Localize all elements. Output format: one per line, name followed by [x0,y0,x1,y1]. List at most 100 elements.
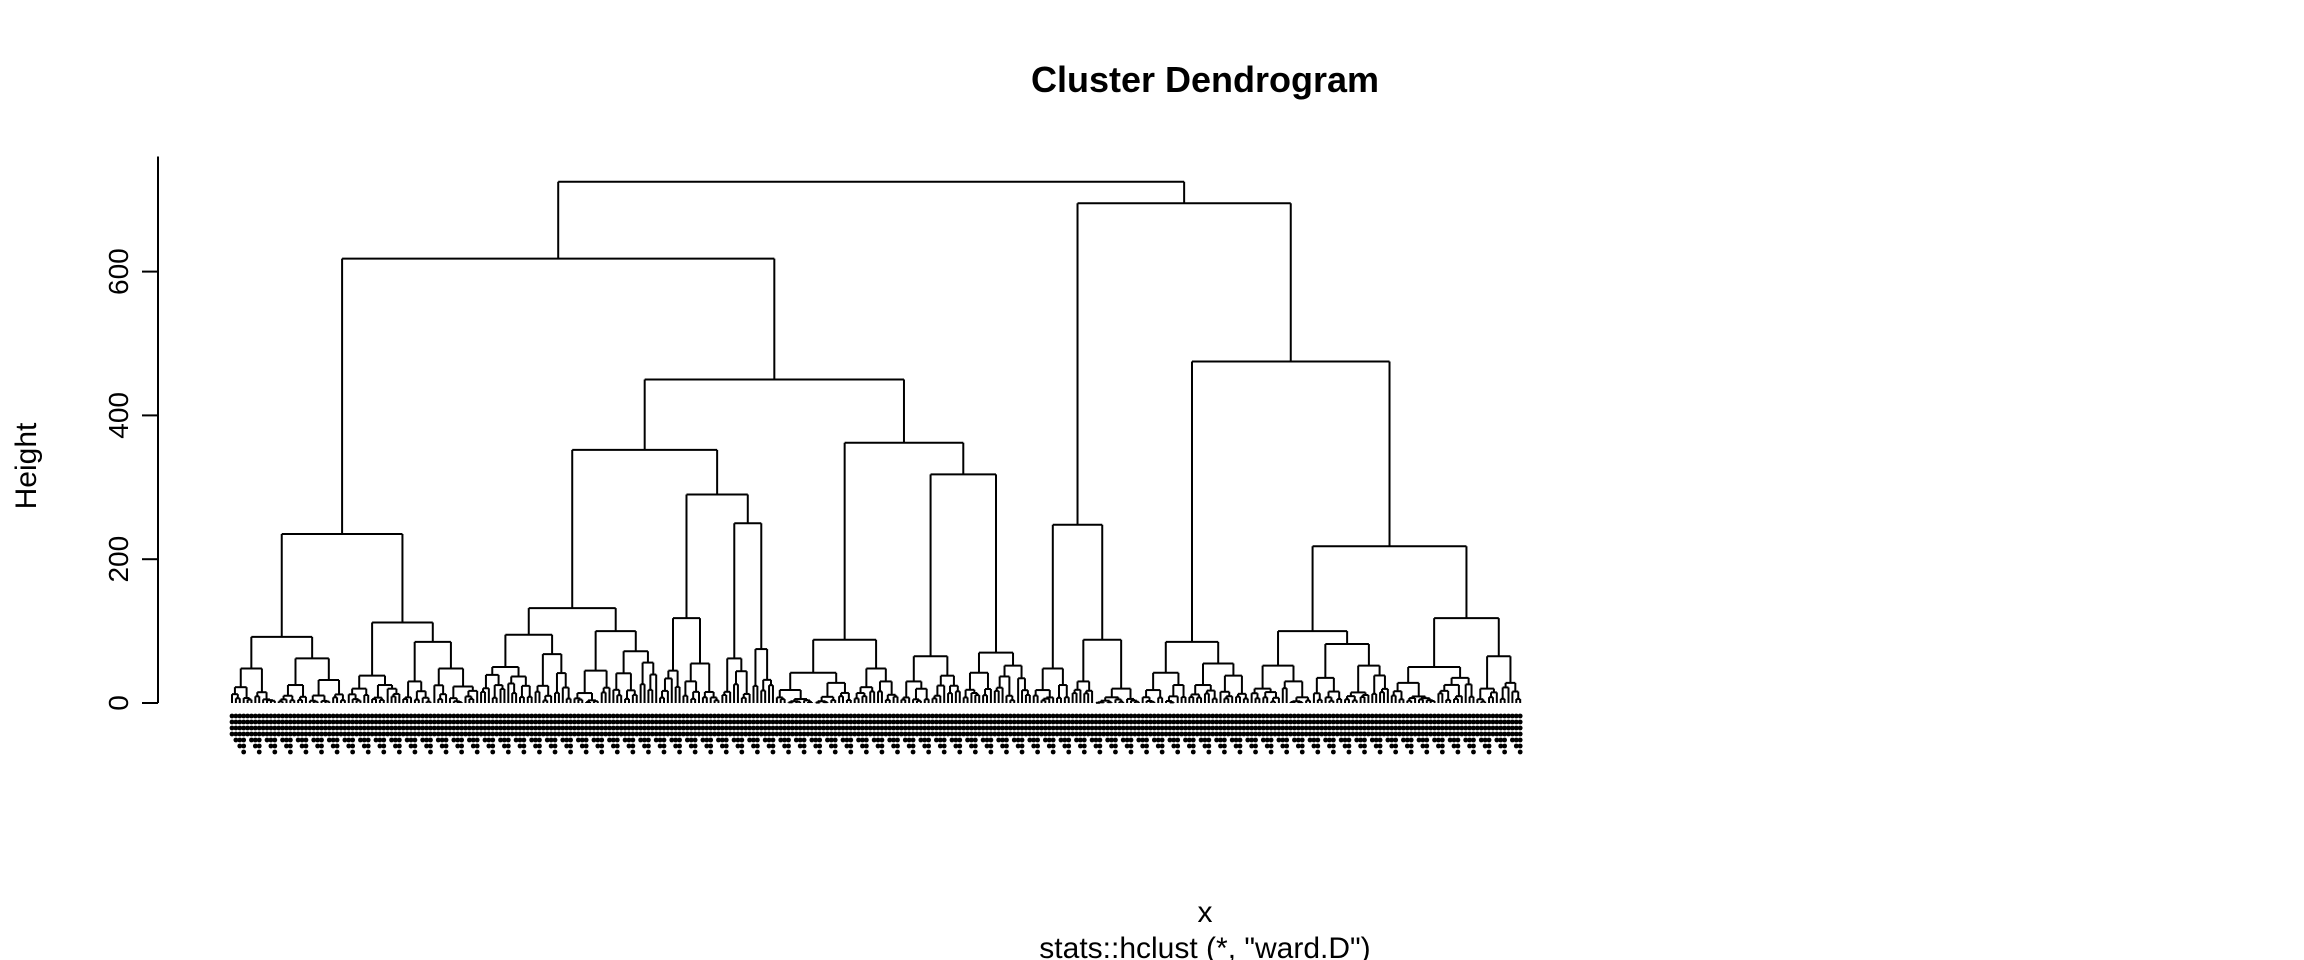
leaf-label-mark [790,725,795,731]
leaf-label-mark [396,743,402,749]
leaf-label-mark [1190,725,1196,731]
leaf-label-mark [1109,713,1114,719]
leaf-label-mark [610,737,616,743]
leaf-label-mark [1218,743,1223,749]
leaf-label-mark [996,737,1002,743]
leaf-label-mark [1042,725,1048,731]
leaf-label-mark [1315,737,1321,743]
leaf-label-mark [517,713,523,719]
leaf-label-mark [1432,731,1437,737]
leaf-label-mark [1404,719,1410,725]
leaf-label-mark [478,731,484,737]
leaf-label-mark [1000,731,1005,737]
leaf-label-mark [848,749,854,755]
leaf-label-mark [770,725,776,731]
leaf-label-mark [786,743,791,749]
leaf-label-mark [287,749,293,755]
leaf-label-mark [245,731,250,737]
leaf-label-mark [844,719,850,725]
leaf-label-mark [739,737,745,743]
leaf-label-mark [334,713,340,719]
leaf-label-mark [1436,725,1441,731]
leaf-label-mark [365,713,371,719]
leaf-label-mark [1424,725,1430,731]
leaf-label-mark [622,731,628,737]
leaf-label-mark [934,731,939,737]
leaf-label-mark [1280,731,1286,737]
leaf-label-mark [505,713,511,719]
leaf-label-mark [1494,725,1500,731]
leaf-label-mark [879,749,885,755]
leaf-label-mark [1330,749,1336,755]
leaf-label-mark [568,743,573,749]
leaf-label-mark [856,737,861,743]
leaf-label-mark [1066,737,1072,743]
leaf-label-mark [1393,725,1399,731]
leaf-label-mark [447,713,453,719]
leaf-label-mark [1085,725,1091,731]
leaf-label-mark [338,719,344,725]
leaf-label-mark [583,725,589,731]
leaf-label-mark [863,713,869,719]
leaf-label-mark [1093,731,1099,737]
leaf-label-mark [435,725,441,731]
leaf-label-mark [311,737,317,743]
leaf-label-mark [751,731,756,737]
leaf-label-mark [883,713,889,719]
leaf-label-mark [661,737,667,743]
leaf-label-mark [774,713,780,719]
leaf-label-mark [669,725,675,731]
leaf-label-mark [1089,725,1095,731]
leaf-label-mark [1416,713,1422,719]
leaf-label-mark [540,725,546,731]
leaf-label-mark [1074,719,1079,725]
leaf-label-mark [642,713,647,719]
leaf-label-mark [1315,731,1321,737]
leaf-label-mark [918,731,924,737]
leaf-label-mark [953,731,959,737]
leaf-label-mark [821,713,826,719]
leaf-label-mark [1280,713,1286,719]
leaf-label-mark [875,713,881,719]
leaf-label-mark [1323,725,1328,731]
leaf-label-mark [649,725,655,731]
leaf-label-mark [544,713,550,719]
leaf-label-mark [381,719,387,725]
leaf-label-mark [1299,737,1305,743]
leaf-label-mark [1424,731,1430,737]
leaf-label-mark [1264,719,1270,725]
leaf-label-mark [883,731,889,737]
leaf-label-mark [1035,737,1040,743]
leaf-label-mark [439,713,445,719]
leaf-label-mark [1007,725,1013,731]
leaf-label-mark [1035,749,1040,755]
leaf-label-mark [988,749,994,755]
leaf-label-mark [435,719,441,725]
leaf-label-mark [303,713,309,719]
leaf-label-mark [770,743,776,749]
leaf-label-mark [303,719,309,725]
leaf-label-mark [634,713,640,719]
leaf-label-mark [965,725,970,731]
leaf-label-mark [840,719,846,725]
leaf-label-mark [1109,719,1114,725]
leaf-label-mark [1233,731,1239,737]
leaf-label-mark [564,737,570,743]
leaf-label-mark [653,725,659,731]
leaf-label-mark [1113,719,1118,725]
leaf-label-mark [287,731,293,737]
leaf-label-mark [809,719,815,725]
leaf-label-mark [560,713,566,719]
leaf-label-mark [439,719,445,725]
leaf-label-mark [1190,731,1196,737]
leaf-label-mark [1097,737,1103,743]
leaf-label-mark [385,731,391,737]
leaf-label-mark [385,713,391,719]
leaf-label-mark [754,737,760,743]
leaf-label-mark [700,737,706,743]
leaf-label-mark [910,713,916,719]
leaf-label-mark [716,719,721,725]
leaf-label-mark [552,743,558,749]
leaf-label-mark [1471,749,1476,755]
